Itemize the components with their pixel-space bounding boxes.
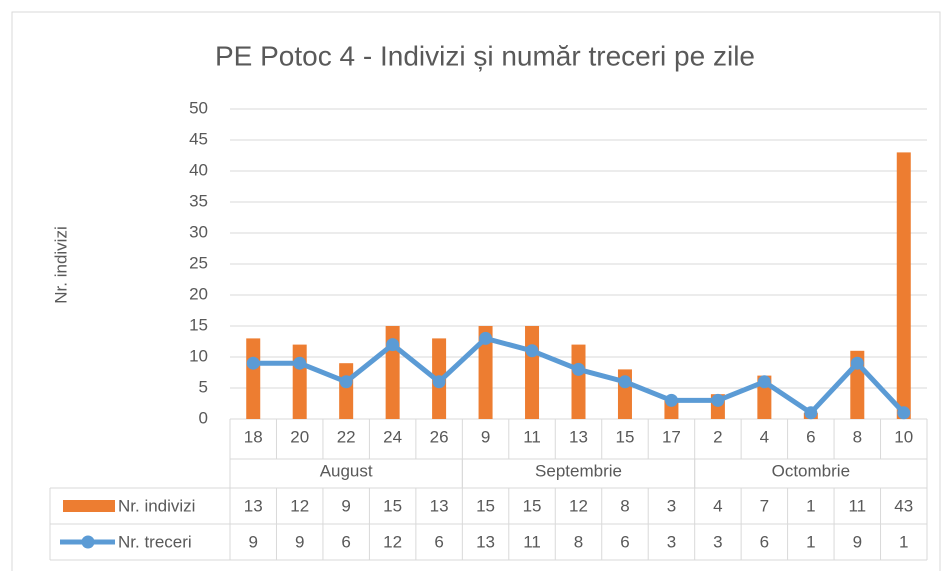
- chart-frame: [11, 11, 941, 571]
- y-tick-label: 5: [199, 377, 208, 396]
- y-tick-label: 10: [189, 346, 208, 365]
- table-value: 13: [430, 496, 449, 515]
- chart-title: PE Potoc 4 - Indivizi și număr treceri p…: [215, 40, 755, 71]
- marker: [804, 406, 818, 420]
- table-value: 9: [853, 532, 862, 551]
- table-value: 15: [523, 496, 542, 515]
- marker: [618, 375, 632, 389]
- table-value: 15: [476, 496, 495, 515]
- marker: [246, 356, 260, 370]
- table-value: 1: [806, 496, 815, 515]
- bar: [478, 326, 493, 419]
- table-value: 9: [248, 532, 257, 551]
- table-value: 1: [899, 532, 908, 551]
- legend-key: [63, 500, 115, 512]
- x-tick-label: 2: [713, 427, 722, 446]
- y-tick-label: 15: [189, 315, 208, 334]
- table-value: 3: [713, 532, 722, 551]
- marker: [664, 393, 678, 407]
- marker: [386, 338, 400, 352]
- table-value: 12: [290, 496, 309, 515]
- legend-key: [81, 535, 95, 549]
- table-value: 1: [806, 532, 815, 551]
- y-tick-label: 35: [189, 191, 208, 210]
- y-tick-label: 40: [189, 160, 208, 179]
- bar: [525, 326, 540, 419]
- table-value: 43: [894, 496, 913, 515]
- table-value: 13: [476, 532, 495, 551]
- x-tick-label: 17: [662, 427, 681, 446]
- table-value: 6: [760, 532, 769, 551]
- y-tick-label: 30: [189, 222, 208, 241]
- x-tick-label: 6: [806, 427, 815, 446]
- marker: [432, 375, 446, 389]
- legend-label: Nr. treceri: [118, 532, 192, 551]
- table-value: 6: [341, 532, 350, 551]
- y-tick-label: 20: [189, 284, 208, 303]
- x-tick-label: 24: [383, 427, 402, 446]
- bar: [246, 338, 261, 419]
- bar: [339, 363, 354, 419]
- table-value: 12: [383, 532, 402, 551]
- marker: [711, 393, 725, 407]
- y-axis-title: Nr. indivizi: [51, 226, 70, 303]
- x-tick-label: 15: [616, 427, 635, 446]
- x-tick-label: 20: [290, 427, 309, 446]
- bar: [292, 344, 307, 419]
- table-value: 8: [574, 532, 583, 551]
- table-value: 12: [569, 496, 588, 515]
- y-tick-label: 45: [189, 129, 208, 148]
- y-tick-label: 25: [189, 253, 208, 272]
- x-tick-label: 11: [523, 427, 541, 446]
- group-label: Septembrie: [535, 461, 622, 480]
- table-value: 11: [848, 496, 866, 515]
- x-tick-label: 8: [853, 427, 862, 446]
- x-tick-label: 18: [244, 427, 263, 446]
- marker: [293, 356, 307, 370]
- x-tick-label: 13: [569, 427, 588, 446]
- group-label: August: [320, 461, 373, 480]
- table-value: 8: [620, 496, 629, 515]
- table-value: 3: [667, 496, 676, 515]
- marker: [897, 406, 911, 420]
- table-value: 3: [667, 532, 676, 551]
- x-tick-label: 4: [760, 427, 769, 446]
- table-value: 11: [523, 532, 541, 551]
- table-value: 6: [434, 532, 443, 551]
- table-value: 15: [383, 496, 402, 515]
- legend-label: Nr. indivizi: [118, 496, 195, 515]
- table-value: 4: [713, 496, 722, 515]
- table-value: 13: [244, 496, 263, 515]
- x-tick-label: 10: [894, 427, 913, 446]
- table-value: 9: [341, 496, 350, 515]
- x-tick-label: 9: [481, 427, 490, 446]
- marker: [339, 375, 353, 389]
- x-tick-label: 22: [337, 427, 356, 446]
- bar: [896, 152, 911, 419]
- bar: [571, 344, 586, 419]
- x-tick-label: 26: [430, 427, 449, 446]
- marker: [850, 356, 864, 370]
- table-value: 7: [760, 496, 769, 515]
- y-tick-label: 50: [189, 98, 208, 117]
- marker: [572, 362, 585, 376]
- group-label: Octombrie: [772, 461, 850, 480]
- table-value: 6: [620, 532, 629, 551]
- y-tick-label: 0: [199, 408, 208, 427]
- marker: [525, 344, 539, 358]
- table-value: 9: [295, 532, 304, 551]
- marker: [757, 375, 771, 389]
- marker: [479, 331, 493, 345]
